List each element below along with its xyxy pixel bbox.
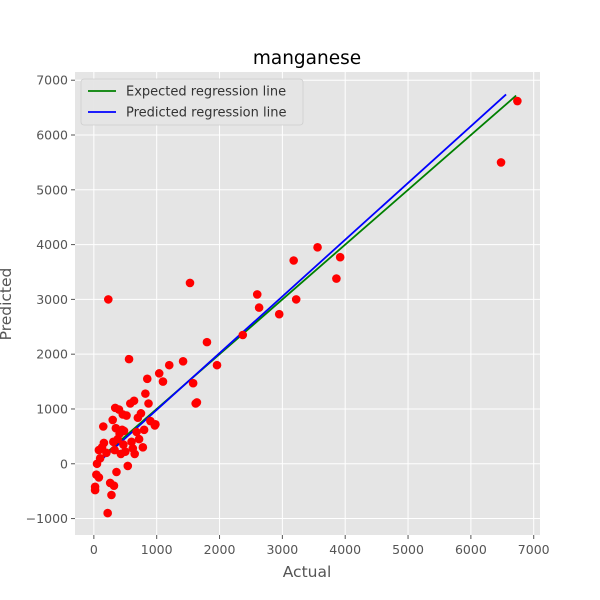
data-point	[104, 295, 113, 304]
legend: Expected regression line Predicted regres…	[80, 78, 304, 126]
y-tick-label: 3000	[36, 292, 68, 307]
y-tick-label: −1000	[26, 511, 68, 526]
x-tick-label: 2000	[204, 542, 236, 557]
data-point	[496, 158, 506, 167]
y-tick-label: 6000	[36, 128, 68, 143]
x-tick-label: 4000	[329, 542, 361, 557]
data-point	[102, 448, 111, 458]
data-point	[98, 422, 108, 431]
data-point	[291, 295, 301, 304]
x-tick-label: 0	[90, 542, 98, 557]
y-tick-label: 0	[60, 456, 68, 471]
data-point	[136, 409, 146, 418]
x-tick-label: 6000	[455, 542, 487, 557]
data-point	[139, 425, 149, 435]
data-point	[274, 309, 284, 319]
data-point	[103, 508, 112, 518]
data-point	[144, 399, 153, 408]
y-tick-label: 4000	[36, 237, 68, 252]
data-point	[141, 389, 150, 398]
data-point	[123, 461, 133, 471]
data-point	[178, 357, 188, 366]
data-point	[138, 443, 148, 452]
data-point	[99, 438, 109, 448]
data-point	[151, 420, 160, 429]
data-point	[192, 398, 202, 407]
y-tick-label: 7000	[36, 73, 68, 88]
data-point	[95, 453, 105, 463]
data-point	[289, 256, 298, 265]
plot-area	[75, 72, 540, 535]
data-point	[513, 96, 522, 106]
x-tick-label: 7000	[518, 542, 550, 557]
data-point	[122, 411, 131, 420]
data-point	[158, 377, 168, 386]
legend-box	[80, 78, 304, 126]
data-point	[335, 252, 345, 262]
x-tick-label: 1000	[141, 542, 173, 557]
x-tick-label: 3000	[266, 542, 298, 557]
data-point	[238, 330, 248, 340]
y-tick-label: 2000	[36, 347, 68, 362]
y-tick-label: 1000	[36, 401, 68, 416]
grid	[75, 72, 540, 535]
data-point	[124, 354, 134, 364]
data-point	[202, 337, 212, 347]
data-point	[313, 243, 322, 252]
legend-label: Predicted regression line	[126, 106, 286, 121]
data-point	[107, 490, 116, 500]
data-point	[188, 378, 198, 388]
data-point	[252, 290, 262, 299]
data-point	[212, 360, 222, 370]
data-points	[90, 96, 522, 518]
y-axis-label: Predicted	[0, 268, 15, 341]
legend-label: Expected regression line	[126, 85, 286, 100]
regression-lines	[93, 93, 517, 465]
data-point	[132, 427, 141, 437]
data-point	[142, 374, 152, 384]
x-axis-label: Actual	[283, 563, 332, 581]
chart-title: manganese	[253, 48, 361, 69]
data-point	[154, 369, 164, 378]
data-point	[127, 437, 136, 447]
axis-ticks: 0 1000 2000 3000 4000 5000 6000 7000 −1000 0 1000 2…	[26, 73, 550, 557]
x-tick-label: 5000	[392, 542, 424, 557]
data-point	[332, 274, 341, 283]
y-tick-label: 5000	[36, 182, 68, 197]
data-point	[129, 396, 139, 406]
data-point	[254, 303, 264, 312]
predicted-regression-line	[96, 93, 507, 465]
data-point	[185, 278, 195, 288]
data-point	[112, 467, 121, 477]
data-point	[110, 445, 119, 455]
data-point	[108, 415, 118, 425]
data-point	[130, 449, 139, 459]
data-point	[119, 426, 129, 436]
data-point	[109, 481, 119, 490]
data-point	[94, 473, 104, 482]
data-point	[134, 434, 144, 444]
data-point	[164, 360, 174, 370]
data-point	[119, 440, 128, 449]
data-point	[120, 447, 130, 457]
data-point	[90, 485, 100, 495]
